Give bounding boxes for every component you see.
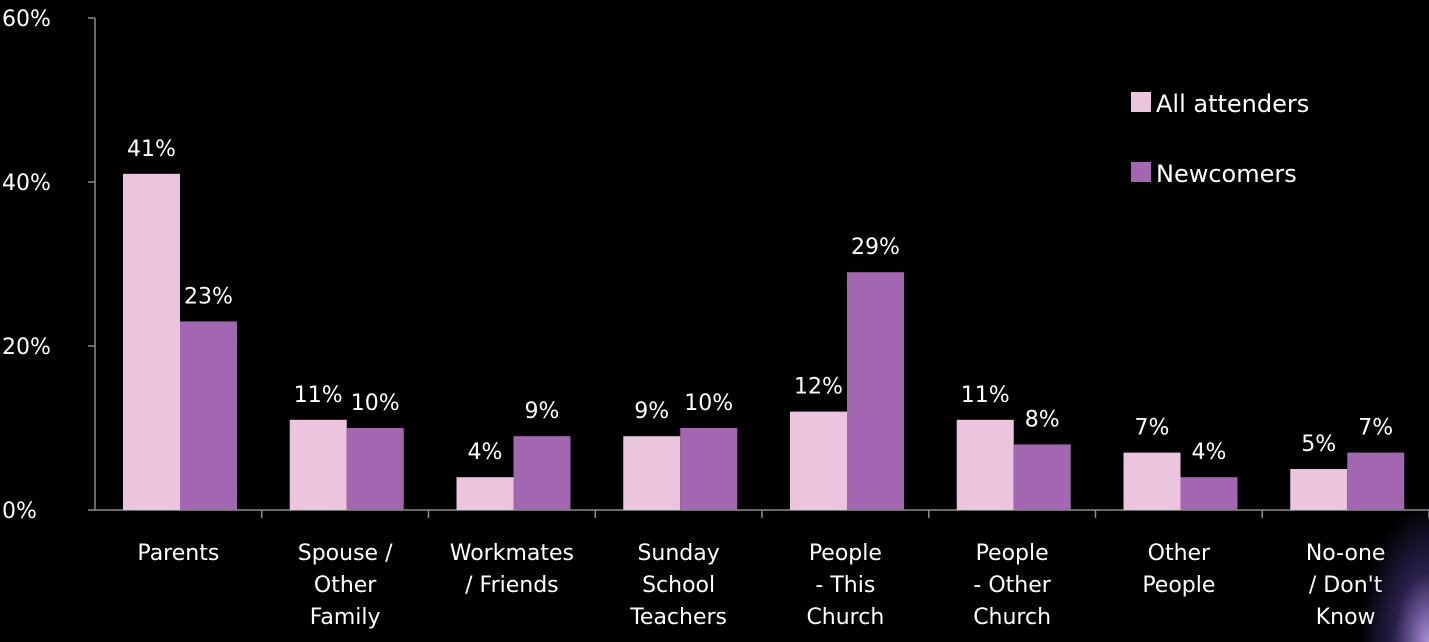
category-label: Sunday School Teachers [629, 541, 727, 630]
bar-all-attenders [790, 411, 847, 510]
y-tick-label: 20% [2, 335, 51, 360]
legend-label: Newcomers [1156, 160, 1297, 188]
category-label-line: - This [815, 573, 875, 598]
category-label-line: Spouse / [298, 541, 393, 566]
bar-all-attenders [1123, 452, 1181, 510]
category-label-line: Parents [137, 541, 219, 566]
y-tick-label: 0% [2, 499, 37, 524]
data-label: 4% [1192, 440, 1227, 465]
y-tick-label: 60% [2, 7, 51, 32]
bar-all-attenders [623, 436, 681, 510]
category-label-line: Teachers [629, 605, 727, 630]
data-label: 10% [351, 391, 400, 416]
category-label: Parents [137, 541, 219, 566]
category-label-line: School [642, 573, 715, 598]
bar-newcomers [847, 272, 904, 510]
bar-all-attenders [289, 419, 347, 510]
bar-newcomers [1347, 452, 1405, 510]
legend-swatch [1131, 162, 1151, 182]
data-label: 12% [794, 375, 843, 400]
data-labels: 41% 23% 11% 10% 4% 9% 9% 10% 12% 29% 11% 8% 7% 4% 5% 7% [127, 137, 1393, 465]
category-label-line: / Friends [465, 573, 559, 598]
data-label: 9% [525, 399, 560, 424]
bar-all-attenders [456, 477, 514, 510]
category-label: People - Other Church [973, 541, 1052, 630]
category-label-line: Workmates [450, 541, 574, 566]
category-label: Workmates / Friends [450, 541, 574, 598]
bar-all-attenders [1290, 469, 1348, 510]
category-label-line: People [809, 541, 882, 566]
bar-newcomers [180, 321, 237, 510]
legend: All attenders Newcomers [1131, 90, 1309, 188]
category-label-line: Other [1148, 541, 1211, 566]
category-label-line: Other [314, 573, 377, 598]
category-label: Other People [1142, 541, 1215, 598]
category-label: Spouse / Other Family [298, 541, 393, 630]
bar-newcomers [513, 436, 571, 510]
category-label-line: Church [973, 605, 1051, 630]
data-label: 29% [851, 235, 900, 260]
bar-all-attenders [123, 173, 180, 511]
data-label: 10% [684, 391, 733, 416]
category-label-line: - Other [973, 573, 1051, 598]
bar-newcomers [1180, 477, 1238, 510]
category-label-line: People [976, 541, 1049, 566]
category-labels: Parents Spouse / Other Family Workmates / Fri… [137, 541, 1385, 630]
data-label: 11% [294, 383, 343, 408]
data-label: 4% [468, 440, 503, 465]
data-label: 23% [184, 284, 233, 309]
category-label-line: Church [806, 605, 884, 630]
category-label-line: Family [310, 605, 381, 630]
bar-newcomers [346, 428, 404, 510]
legend-swatch [1131, 92, 1151, 112]
y-tick-label: 40% [2, 171, 51, 196]
bar-newcomers [1013, 444, 1071, 510]
data-label: 7% [1358, 416, 1393, 441]
category-label-line: People [1142, 573, 1215, 598]
bar-newcomers [680, 428, 738, 510]
decorative-glow [1359, 502, 1429, 642]
data-label: 11% [961, 383, 1010, 408]
bars [123, 173, 1405, 511]
category-label: People - This Church [806, 541, 884, 630]
legend-label: All attenders [1156, 90, 1309, 118]
data-label: 7% [1135, 416, 1170, 441]
category-label-line: Sunday [637, 541, 719, 566]
data-label: 5% [1301, 432, 1336, 457]
data-label: 9% [634, 399, 669, 424]
bar-all-attenders [956, 419, 1014, 510]
data-label: 8% [1025, 407, 1060, 432]
data-label: 41% [127, 137, 176, 162]
